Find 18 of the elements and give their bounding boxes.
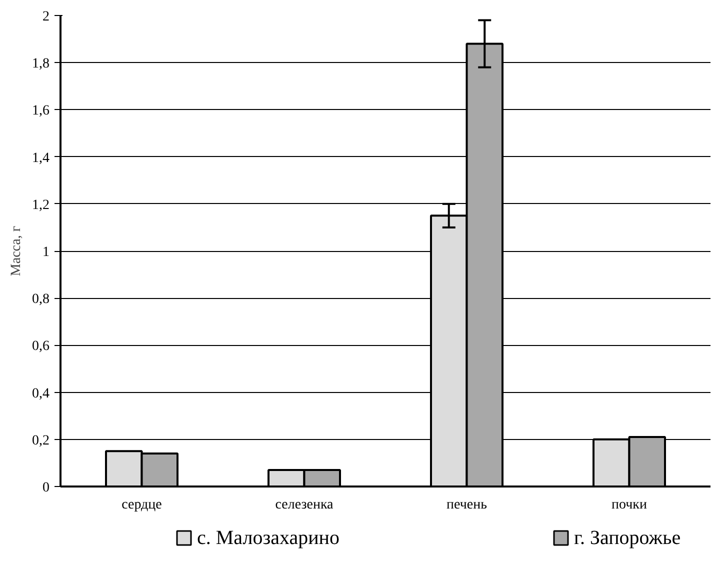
y-axis-title: Масса, г xyxy=(9,226,24,276)
y-tick-label: 0 xyxy=(42,480,50,496)
y-tick-label: 0,6 xyxy=(32,339,50,354)
y-tick-label: 1,6 xyxy=(32,104,50,119)
legend-label: с. Малозахарино xyxy=(197,527,340,549)
y-tick-label: 1 xyxy=(42,245,50,260)
y-tick-label: 0,4 xyxy=(32,386,50,402)
y-tick-label: 1,8 xyxy=(32,56,50,72)
y-tick-label: 0,2 xyxy=(32,433,50,448)
y-tick-label: 1,4 xyxy=(32,150,50,166)
x-tick-label: сердце xyxy=(122,498,162,512)
y-tick-label: 1,2 xyxy=(32,198,50,213)
x-tick-label: печень xyxy=(446,498,488,512)
x-tick-label: селезенка xyxy=(275,498,334,512)
y-tick-label: 0,8 xyxy=(32,292,50,308)
x-tick-label: почки xyxy=(612,498,648,512)
legend-label: г. Запорожье xyxy=(574,527,681,549)
y-tick-label: 2 xyxy=(42,10,50,24)
